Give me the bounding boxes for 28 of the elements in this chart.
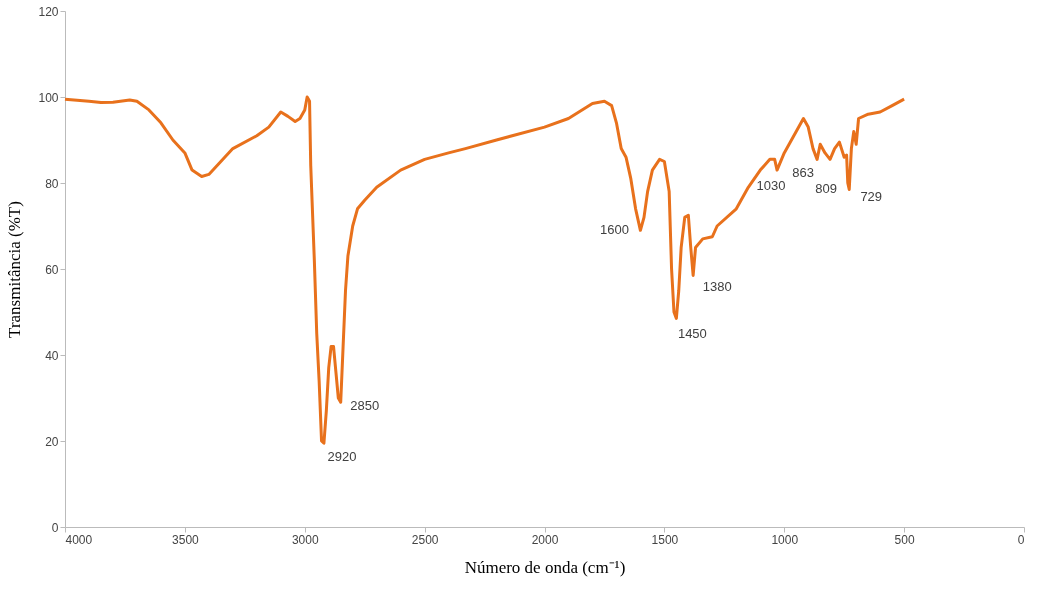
x-tick-label: 1500 — [651, 532, 679, 547]
x-tick-label: 1000 — [771, 532, 799, 547]
x-tick-label: 500 — [894, 532, 915, 547]
annotation: 2920 — [327, 449, 357, 465]
x-tick-label: 2500 — [411, 532, 439, 547]
y-tick-label: 100 — [38, 90, 59, 105]
y-tick-label: 40 — [45, 348, 59, 363]
y-tick-label: 0 — [51, 520, 59, 535]
annotation: 1600 — [599, 222, 629, 238]
x-tick-label: 0 — [1017, 532, 1025, 547]
y-tick-label: 20 — [45, 434, 59, 449]
x-tick-label: 3500 — [172, 532, 200, 547]
x-tick-label: 2000 — [531, 532, 559, 547]
y-tick-label: 80 — [45, 176, 59, 191]
x-tick-label: 4000 — [65, 532, 93, 547]
annotation: 863 — [792, 165, 814, 181]
y-tick-label: 120 — [38, 4, 59, 19]
line-series — [63, 95, 906, 445]
annotation: 729 — [860, 189, 883, 205]
annotation: 809 — [815, 181, 837, 197]
annotation: 1030 — [756, 178, 786, 194]
annotation: 1380 — [702, 279, 732, 295]
annotation: 2850 — [350, 398, 380, 414]
y-axis-title: Transmitância (%T) — [5, 201, 25, 338]
x-tick-label: 3000 — [291, 532, 319, 547]
y-tick-label: 60 — [45, 262, 59, 277]
annotation: 1450 — [677, 326, 707, 342]
x-axis-title: Número de onda (cm⁻¹) — [464, 557, 626, 577]
